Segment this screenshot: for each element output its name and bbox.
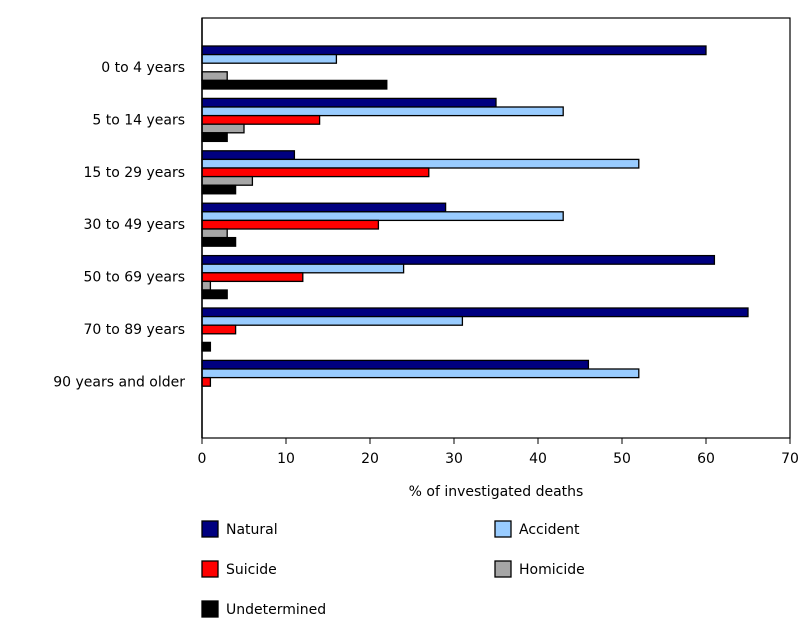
bar-natural-1	[201, 97, 497, 108]
bar-suicide-4	[201, 272, 304, 283]
legend-swatch-undetermined	[201, 600, 219, 618]
x-axis-label: % of investigated deaths	[409, 484, 584, 500]
bar-suicide-3	[201, 219, 380, 230]
bar-undetermined-4	[201, 289, 228, 300]
bar-accident-0	[201, 53, 338, 64]
bar-undetermined-3	[201, 236, 237, 247]
bar-accident-6	[201, 368, 640, 379]
legend-swatch-accident	[494, 520, 512, 538]
legend-label-undetermined: Undetermined	[226, 602, 326, 618]
bar-suicide-6	[201, 376, 212, 387]
bar-homicide-3	[201, 228, 228, 239]
bar-suicide-5	[201, 324, 237, 335]
bar-homicide-0	[201, 71, 228, 82]
bar-suicide-2	[201, 167, 430, 178]
category-label: 70 to 89 years	[83, 322, 185, 338]
bar-accident-1	[201, 106, 564, 117]
bar-natural-5	[201, 307, 749, 318]
x-tick-label: 10	[277, 451, 295, 467]
category-label: 90 years and older	[53, 374, 185, 390]
bar-homicide-1	[201, 123, 245, 134]
x-tick-label: 40	[529, 451, 547, 467]
bar-homicide-2	[201, 175, 254, 186]
x-tick-label: 30	[445, 451, 463, 467]
x-tick-label: 60	[697, 451, 715, 467]
bar-natural-3	[201, 202, 447, 213]
bar-undetermined-1	[201, 132, 228, 143]
category-label: 0 to 4 years	[101, 60, 185, 76]
bar-accident-5	[201, 315, 464, 326]
legend-swatch-natural	[201, 520, 219, 538]
bar-suicide-1	[201, 114, 321, 125]
legend-label-natural: Natural	[226, 522, 278, 538]
category-label: 5 to 14 years	[92, 112, 185, 128]
bar-undetermined-2	[201, 184, 237, 195]
category-label: 50 to 69 years	[83, 270, 185, 286]
plot-frame	[201, 17, 791, 439]
category-label: 30 to 49 years	[83, 217, 185, 233]
bar-undetermined-0	[201, 79, 388, 90]
x-tick-label: 50	[613, 451, 631, 467]
bar-natural-2	[201, 150, 296, 161]
bar-natural-0	[201, 45, 707, 56]
bar-homicide-4	[201, 280, 212, 291]
bar-accident-4	[201, 263, 405, 274]
category-label: 15 to 29 years	[83, 165, 185, 181]
bar-accident-3	[201, 211, 564, 222]
legend-swatch-suicide	[201, 560, 219, 578]
bar-natural-4	[201, 254, 716, 265]
x-tick-label: 0	[198, 451, 207, 467]
bar-natural-6	[201, 359, 590, 370]
legend-swatch-homicide	[494, 560, 512, 578]
bar-accident-2	[201, 158, 640, 169]
x-tick-label: 70	[781, 451, 799, 467]
legend-label-accident: Accident	[519, 522, 580, 538]
legend-label-suicide: Suicide	[226, 562, 277, 578]
bar-undetermined-5	[201, 341, 212, 352]
legend-label-homicide: Homicide	[519, 562, 585, 578]
x-tick-label: 20	[361, 451, 379, 467]
